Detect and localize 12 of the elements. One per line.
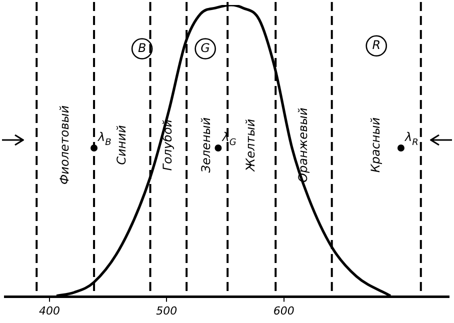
- annotation: G: [200, 40, 210, 55]
- annotation: Фиолетовый: [57, 105, 72, 185]
- annotation: Желтый: [244, 118, 258, 172]
- x-tick-label: 400: [39, 304, 60, 318]
- annotation: Красный: [368, 117, 382, 173]
- x-tick-label: 600: [273, 304, 294, 318]
- annotation: B: [138, 40, 146, 55]
- annotation: Зеленый: [199, 117, 214, 173]
- annotation: Синий: [114, 125, 128, 165]
- annotation: R: [372, 38, 381, 52]
- annotation: Оранжевый: [296, 107, 310, 182]
- x-tick-label: 500: [156, 304, 178, 318]
